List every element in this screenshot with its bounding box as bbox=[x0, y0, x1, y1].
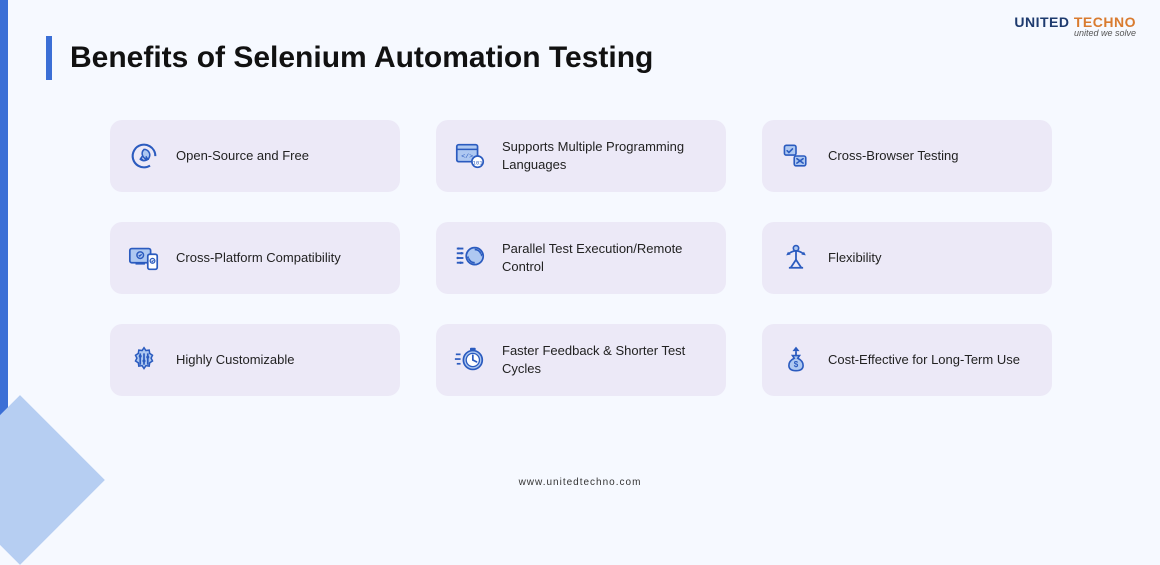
title-accent-bar bbox=[46, 36, 52, 80]
benefit-label: Parallel Test Execution/Remote Control bbox=[502, 240, 710, 275]
benefit-label: Cost-Effective for Long-Term Use bbox=[828, 351, 1020, 369]
benefit-label: Open-Source and Free bbox=[176, 147, 309, 165]
benefit-label: Supports Multiple Programming Languages bbox=[502, 138, 710, 173]
cross-browser-icon bbox=[778, 138, 814, 174]
benefit-card: Faster Feedback & Shorter Test Cycles bbox=[436, 324, 726, 396]
benefit-label: Faster Feedback & Shorter Test Cycles bbox=[502, 342, 710, 377]
multi-lang-icon: </> 101 bbox=[452, 138, 488, 174]
parallel-icon bbox=[452, 240, 488, 276]
benefit-card: $ Cost-Effective for Long-Term Use bbox=[762, 324, 1052, 396]
page-title: Benefits of Selenium Automation Testing bbox=[70, 41, 653, 75]
title-block: Benefits of Selenium Automation Testing bbox=[46, 36, 653, 80]
brand-logo: UNITED TECHNO united we solve bbox=[1014, 14, 1136, 38]
benefit-card: Highly Customizable bbox=[110, 324, 400, 396]
cost-effective-icon: $ bbox=[778, 342, 814, 378]
benefit-card: Cross-Platform Compatibility bbox=[110, 222, 400, 294]
logo-part1: UNITED bbox=[1014, 14, 1069, 30]
open-source-icon bbox=[126, 138, 162, 174]
svg-text:$: $ bbox=[794, 360, 799, 369]
benefit-card: Open-Source and Free bbox=[110, 120, 400, 192]
benefits-grid: Open-Source and Free </> 101 Supports Mu… bbox=[110, 120, 1050, 396]
benefit-card: Cross-Browser Testing bbox=[762, 120, 1052, 192]
benefit-label: Highly Customizable bbox=[176, 351, 295, 369]
fast-feedback-icon bbox=[452, 342, 488, 378]
flexibility-icon bbox=[778, 240, 814, 276]
corner-decoration bbox=[0, 395, 105, 565]
svg-text:</>: </> bbox=[461, 152, 473, 160]
customizable-icon bbox=[126, 342, 162, 378]
benefit-card: Flexibility bbox=[762, 222, 1052, 294]
cross-platform-icon bbox=[126, 240, 162, 276]
benefit-label: Cross-Platform Compatibility bbox=[176, 249, 341, 267]
benefit-label: Flexibility bbox=[828, 249, 881, 267]
benefit-card: Parallel Test Execution/Remote Control bbox=[436, 222, 726, 294]
footer-url: www.unitedtechno.com bbox=[519, 477, 642, 488]
svg-text:101: 101 bbox=[472, 160, 483, 167]
benefit-card: </> 101 Supports Multiple Programming La… bbox=[436, 120, 726, 192]
benefit-label: Cross-Browser Testing bbox=[828, 147, 959, 165]
